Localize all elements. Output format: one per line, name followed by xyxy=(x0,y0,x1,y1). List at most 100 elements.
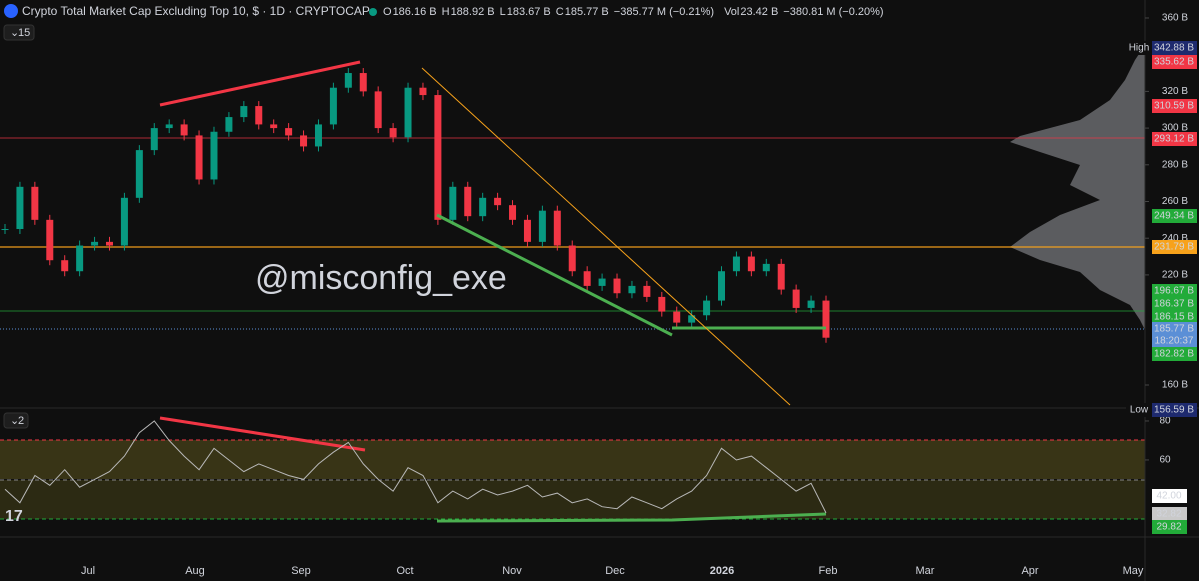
price-badge xyxy=(1152,310,1197,324)
candle xyxy=(31,186,39,220)
candle xyxy=(509,205,517,220)
price-badge xyxy=(1152,297,1197,311)
candle xyxy=(165,124,173,129)
y-tick-label: 160 B xyxy=(1162,380,1188,391)
candle xyxy=(703,300,711,316)
x-tick-label: May xyxy=(1123,565,1144,577)
price-badge-label: 186.37 B xyxy=(1154,299,1194,310)
candle xyxy=(1,229,9,231)
y-tick-label: 220 B xyxy=(1162,270,1188,281)
candle xyxy=(553,210,561,246)
candle xyxy=(434,95,442,220)
change: −385.77 M (−0.21%) xyxy=(614,6,714,18)
y-tick-label: 300 B xyxy=(1162,123,1188,134)
price-badge-label: 156.59 B xyxy=(1154,405,1194,416)
badge-tag-label: Low xyxy=(1130,405,1149,416)
price-badge-label: 186.15 B xyxy=(1154,312,1194,323)
rsi-tick-label: 60 xyxy=(1159,455,1171,466)
ohlc: O 186.16 B H 188.92 B L 183.67 B C 185.77 B −385… xyxy=(383,6,884,18)
collapse-icon: ⌄ xyxy=(10,415,19,427)
volume-profile xyxy=(1010,45,1145,330)
price-badge-label: 185.77 B xyxy=(1154,324,1194,335)
candle xyxy=(150,128,158,151)
candle xyxy=(314,124,322,147)
price-badge-label: 18:20:37 xyxy=(1155,336,1194,347)
symbol-logo xyxy=(4,4,18,18)
candle xyxy=(464,186,472,217)
ohlc-label: H xyxy=(442,6,450,18)
candle xyxy=(255,106,263,125)
candle xyxy=(374,91,382,129)
rsi-badge xyxy=(1152,489,1187,503)
rsi-badge-label: 42.00 xyxy=(1156,491,1181,502)
x-tick-label: 2026 xyxy=(710,565,734,577)
candle xyxy=(120,197,128,246)
x-tick-label: Oct xyxy=(396,565,413,577)
candle xyxy=(225,117,233,132)
candle xyxy=(389,128,397,138)
y-tick-label: 280 B xyxy=(1162,159,1188,170)
y-tick-label: 260 B xyxy=(1162,196,1188,207)
rsi-badge-label: 29.82 xyxy=(1156,522,1181,533)
ohlc-label: L xyxy=(500,6,506,18)
candle xyxy=(613,278,621,294)
trend-line xyxy=(421,67,791,406)
y-tick-label: 360 B xyxy=(1162,13,1188,24)
rsi-badge xyxy=(1152,507,1187,521)
badge-tag xyxy=(1126,41,1152,55)
rsi-badge xyxy=(1152,520,1187,534)
price-badge-label: 231.79 B xyxy=(1154,242,1194,253)
badge-tag xyxy=(1126,403,1152,417)
price-badge-label: 196.67 B xyxy=(1154,286,1194,297)
ohlc-value: 183.67 B xyxy=(507,6,551,18)
trend-line xyxy=(436,213,673,337)
candle xyxy=(419,87,427,96)
vol-change: −380.81 M (−0.20%) xyxy=(783,6,883,18)
x-tick-label: Jul xyxy=(81,565,95,577)
x-tick-label: Feb xyxy=(819,565,838,577)
candle xyxy=(822,300,830,338)
candle xyxy=(180,124,188,136)
rsi-badge-label: 32.82 xyxy=(1156,509,1181,520)
candle xyxy=(404,87,412,138)
candle xyxy=(494,197,502,206)
candle xyxy=(449,186,457,220)
candle xyxy=(359,73,367,92)
y-tick-label: 240 B xyxy=(1162,233,1188,244)
ohlc-value: 188.92 B xyxy=(451,6,495,18)
tv-logo: 17 xyxy=(5,508,23,525)
candle xyxy=(643,285,651,297)
price-badge-label: 293.12 B xyxy=(1154,134,1194,145)
candle xyxy=(240,106,248,118)
candle xyxy=(747,256,755,272)
ohlc-label: C xyxy=(556,6,564,18)
candle xyxy=(16,186,24,230)
pane-button[interactable] xyxy=(3,24,35,41)
candle xyxy=(568,245,576,272)
x-tick-label: Sep xyxy=(291,565,311,577)
price-badge-label: 310.59 B xyxy=(1154,101,1194,112)
candle xyxy=(300,135,308,147)
price-badge xyxy=(1152,240,1197,254)
price-badge xyxy=(1152,347,1197,361)
rsi-band xyxy=(0,480,1145,519)
vol-label: Vol xyxy=(724,6,739,18)
price-badge-label: 342.88 B xyxy=(1154,43,1194,54)
candle xyxy=(344,73,352,88)
rsi-line xyxy=(4,420,827,514)
status-dot xyxy=(369,8,377,16)
x-tick-label: Mar xyxy=(916,565,935,577)
trend-line xyxy=(159,60,361,107)
x-tick-label: Aug xyxy=(185,565,205,577)
badge-tag-label: High xyxy=(1129,43,1150,54)
candle xyxy=(732,256,740,272)
candle xyxy=(658,296,666,312)
candle xyxy=(91,241,99,246)
candles xyxy=(1,68,830,343)
pane-button[interactable] xyxy=(3,412,29,429)
candle xyxy=(46,219,54,261)
x-tick-label: Dec xyxy=(605,565,625,577)
price-badge xyxy=(1152,55,1197,69)
y-tick-label: 320 B xyxy=(1162,86,1188,97)
